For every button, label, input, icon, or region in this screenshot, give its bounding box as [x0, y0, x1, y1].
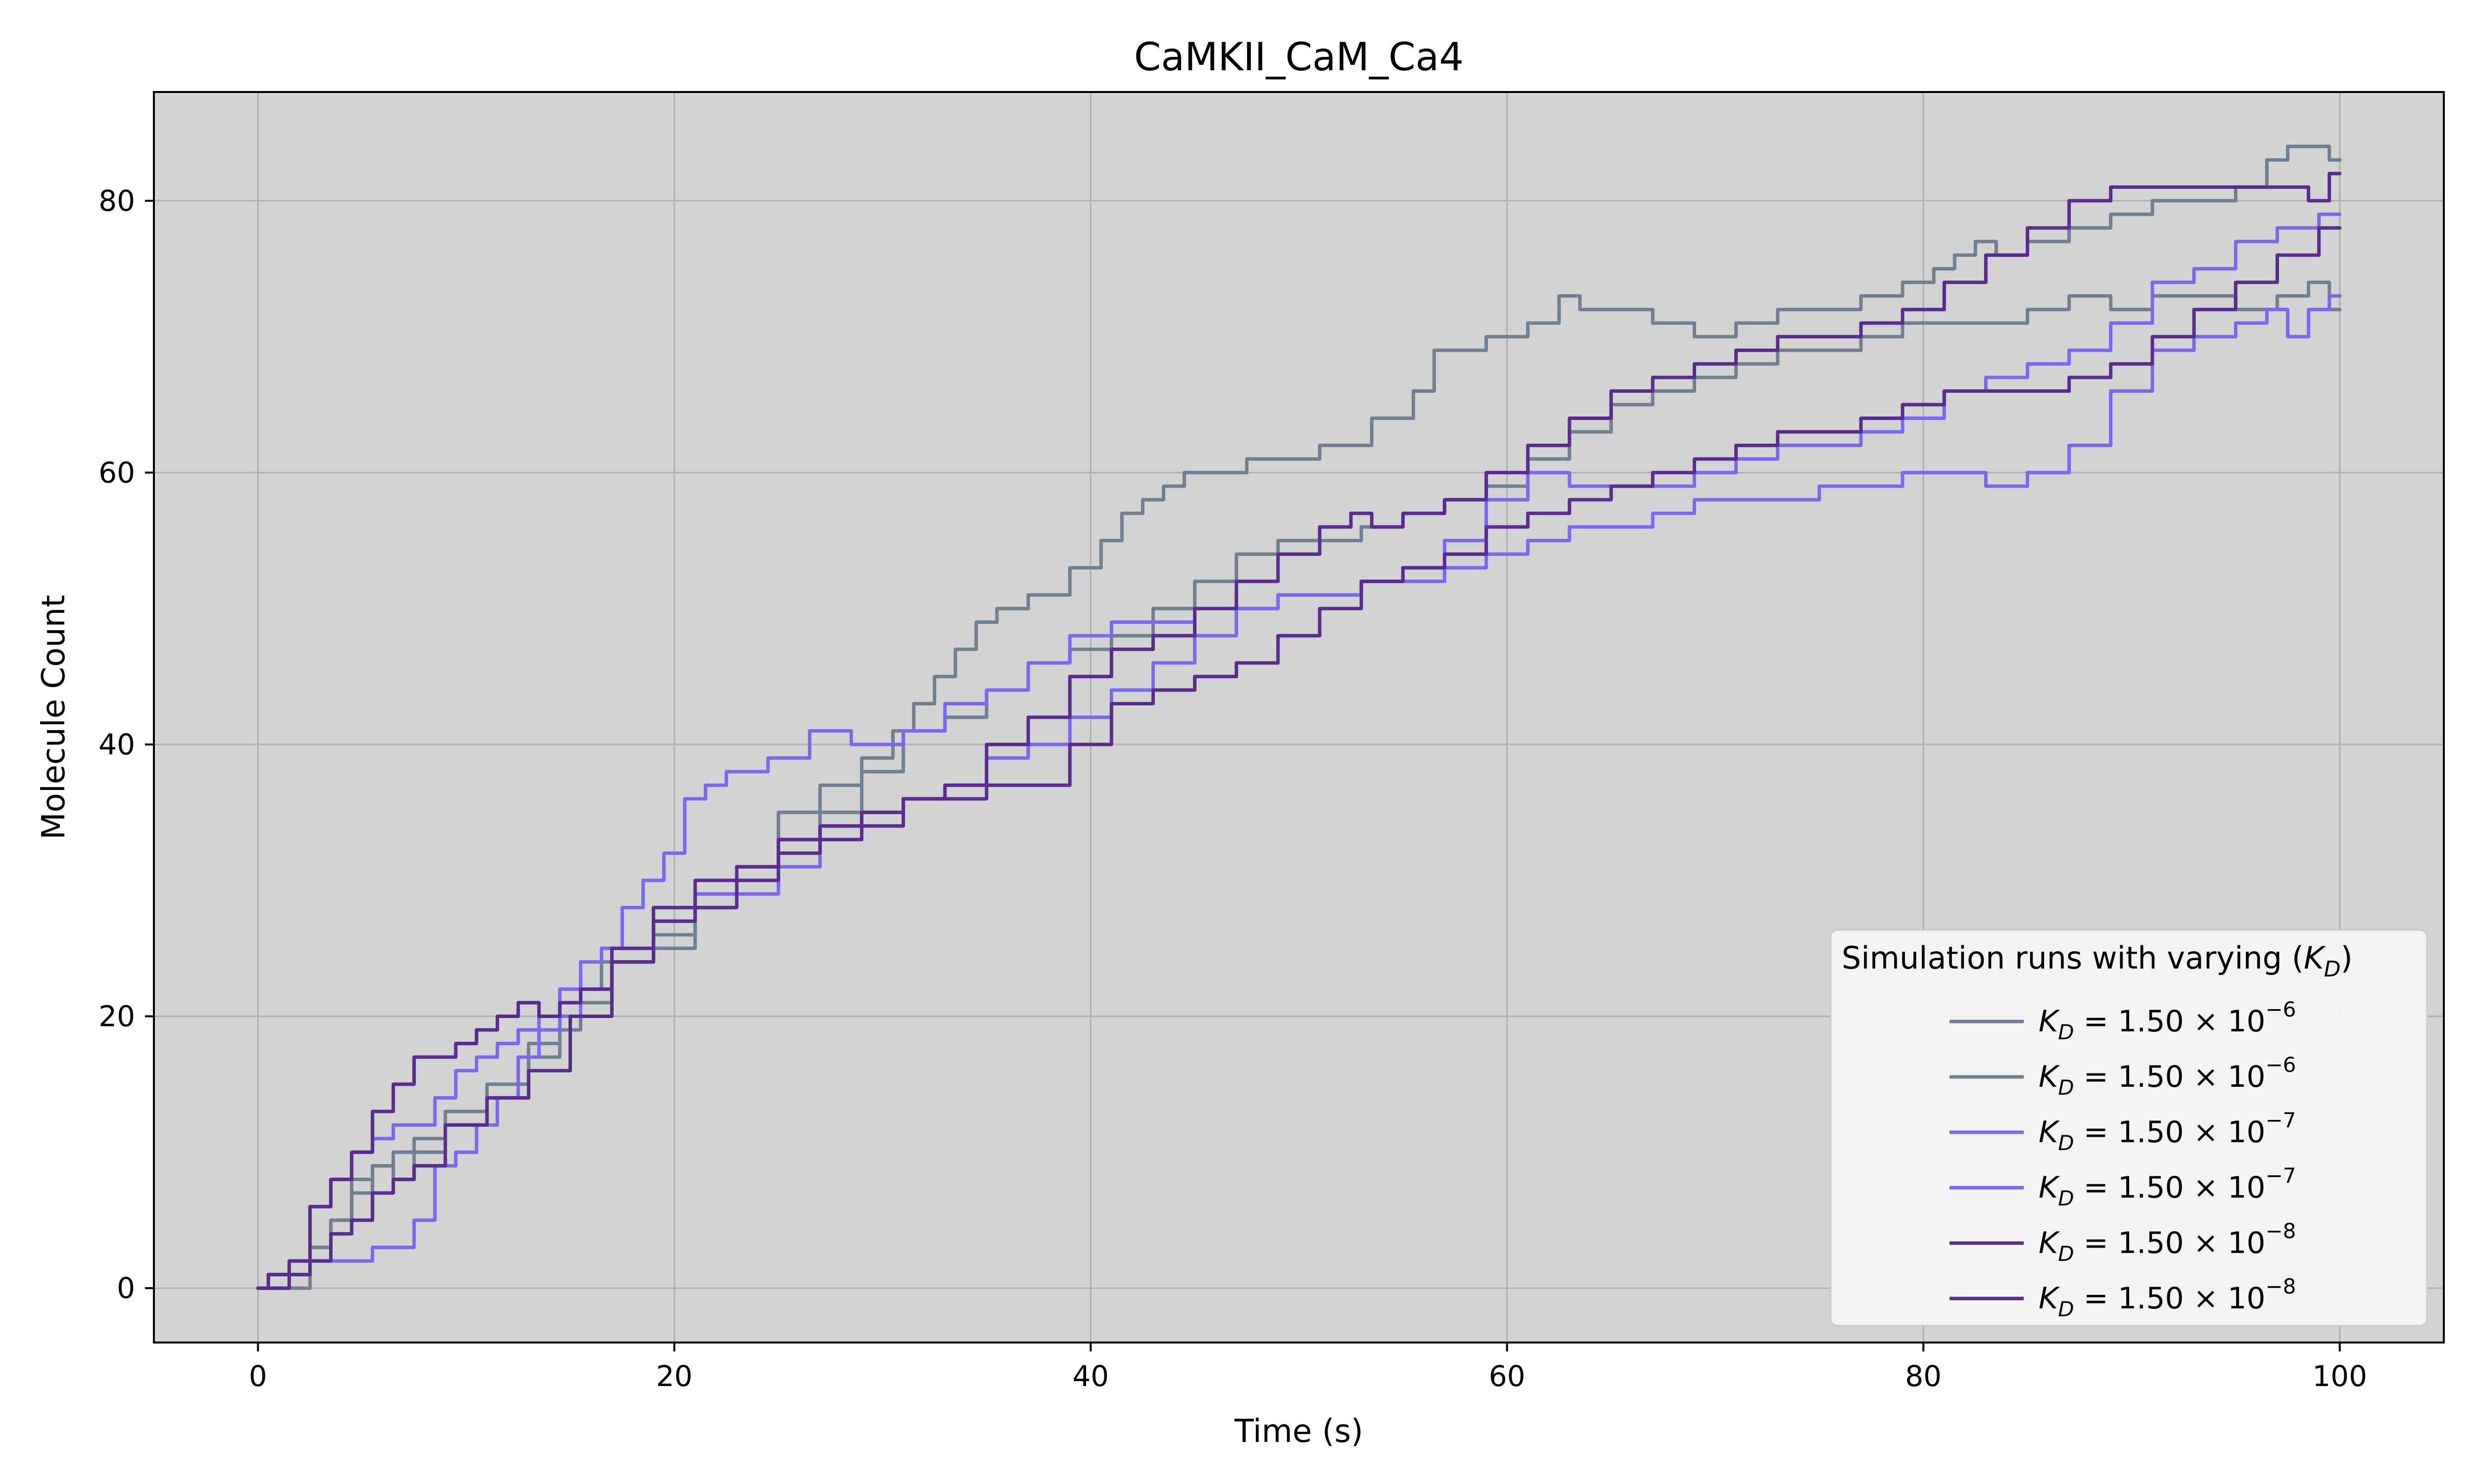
legend-label-part: = 1.50 × 10 [2074, 1170, 2266, 1205]
legend-label-6: KD = 1.50 × 10−8 [2039, 1274, 2296, 1321]
x-tick-label: 0 [249, 1359, 267, 1393]
legend: Simulation runs with varying (KD) KD = 1… [1830, 929, 2428, 1327]
legend-label-3: KD = 1.50 × 10−7 [2039, 1108, 2296, 1155]
series-line-3 [256, 212, 2342, 1290]
legend-label-part: −6 [2265, 1053, 2296, 1077]
legend-label-part: D [2058, 1297, 2074, 1321]
legend-box [1830, 929, 2428, 1327]
legend-label-part: = 1.50 × 10 [2074, 1060, 2266, 1094]
legend-label-4: KD = 1.50 × 10−7 [2039, 1163, 2296, 1210]
y-tick-label: 0 [117, 1271, 135, 1305]
legend-label-part: D [2058, 1186, 2074, 1210]
legend-label-5: KD = 1.50 × 10−8 [2039, 1219, 2296, 1266]
series-line-6 [256, 226, 2342, 1290]
legend-label-part: K [2039, 1060, 2060, 1094]
series-group [256, 144, 2342, 1290]
legend-title-close: ) [2341, 940, 2353, 976]
legend-label-part: D [2058, 1131, 2074, 1155]
legend-title-sub: D [2324, 957, 2341, 982]
y-tick-label: 60 [98, 456, 135, 489]
legend-label-part: K [2039, 1170, 2060, 1205]
x-tick-label: 40 [1072, 1359, 1109, 1393]
legend-title: Simulation runs with varying (KD) [1842, 940, 2353, 982]
legend-label-part: K [2039, 1004, 2060, 1039]
legend-label-part: = 1.50 × 10 [2074, 1115, 2266, 1150]
legend-label-part: = 1.50 × 10 [2074, 1004, 2266, 1039]
x-tick-label: 100 [2312, 1359, 2367, 1393]
x-axis-label: Time (s) [1234, 1413, 1363, 1450]
legend-label-part: K [2039, 1226, 2060, 1260]
legend-label-part: K [2039, 1281, 2060, 1316]
x-tick-label: 80 [1905, 1359, 1942, 1393]
series-line-5 [256, 172, 2342, 1290]
chart-title: CaMKII_CaM_Ca4 [1134, 35, 1464, 80]
legend-label-part: K [2039, 1115, 2060, 1150]
plot-frame [153, 91, 2445, 1344]
axis-ticks: 0 20 40 60 80 100 0 20 40 60 80 [98, 184, 2367, 1393]
x-tick-label: 20 [656, 1359, 693, 1393]
legend-label-1: KD = 1.50 × 10−6 [2039, 997, 2296, 1044]
legend-label-part: D [2058, 1242, 2074, 1266]
legend-label-part: −8 [2265, 1219, 2296, 1243]
legend-label-part: D [2058, 1020, 2074, 1044]
y-axis-label: Molecule Count [36, 595, 72, 840]
legend-title-var: K [2304, 940, 2326, 976]
legend-label-part: −7 [2265, 1108, 2296, 1132]
y-tick-label: 20 [98, 1000, 135, 1033]
legend-label-part: = 1.50 × 10 [2074, 1226, 2266, 1260]
legend-items: KD = 1.50 × 10−6KD = 1.50 × 10−6KD = 1.5… [1950, 997, 2296, 1321]
legend-label-2: KD = 1.50 × 10−6 [2039, 1053, 2296, 1100]
y-tick-label: 80 [98, 184, 135, 218]
legend-label-part: −6 [2265, 997, 2296, 1021]
legend-title-text: Simulation runs with varying ( [1842, 940, 2304, 976]
legend-label-part: −8 [2265, 1274, 2296, 1298]
y-tick-label: 40 [98, 728, 135, 761]
legend-label-part: −7 [2265, 1163, 2296, 1188]
legend-label-part: D [2058, 1075, 2074, 1100]
x-tick-label: 60 [1489, 1359, 1525, 1393]
legend-label-part: = 1.50 × 10 [2074, 1281, 2266, 1316]
